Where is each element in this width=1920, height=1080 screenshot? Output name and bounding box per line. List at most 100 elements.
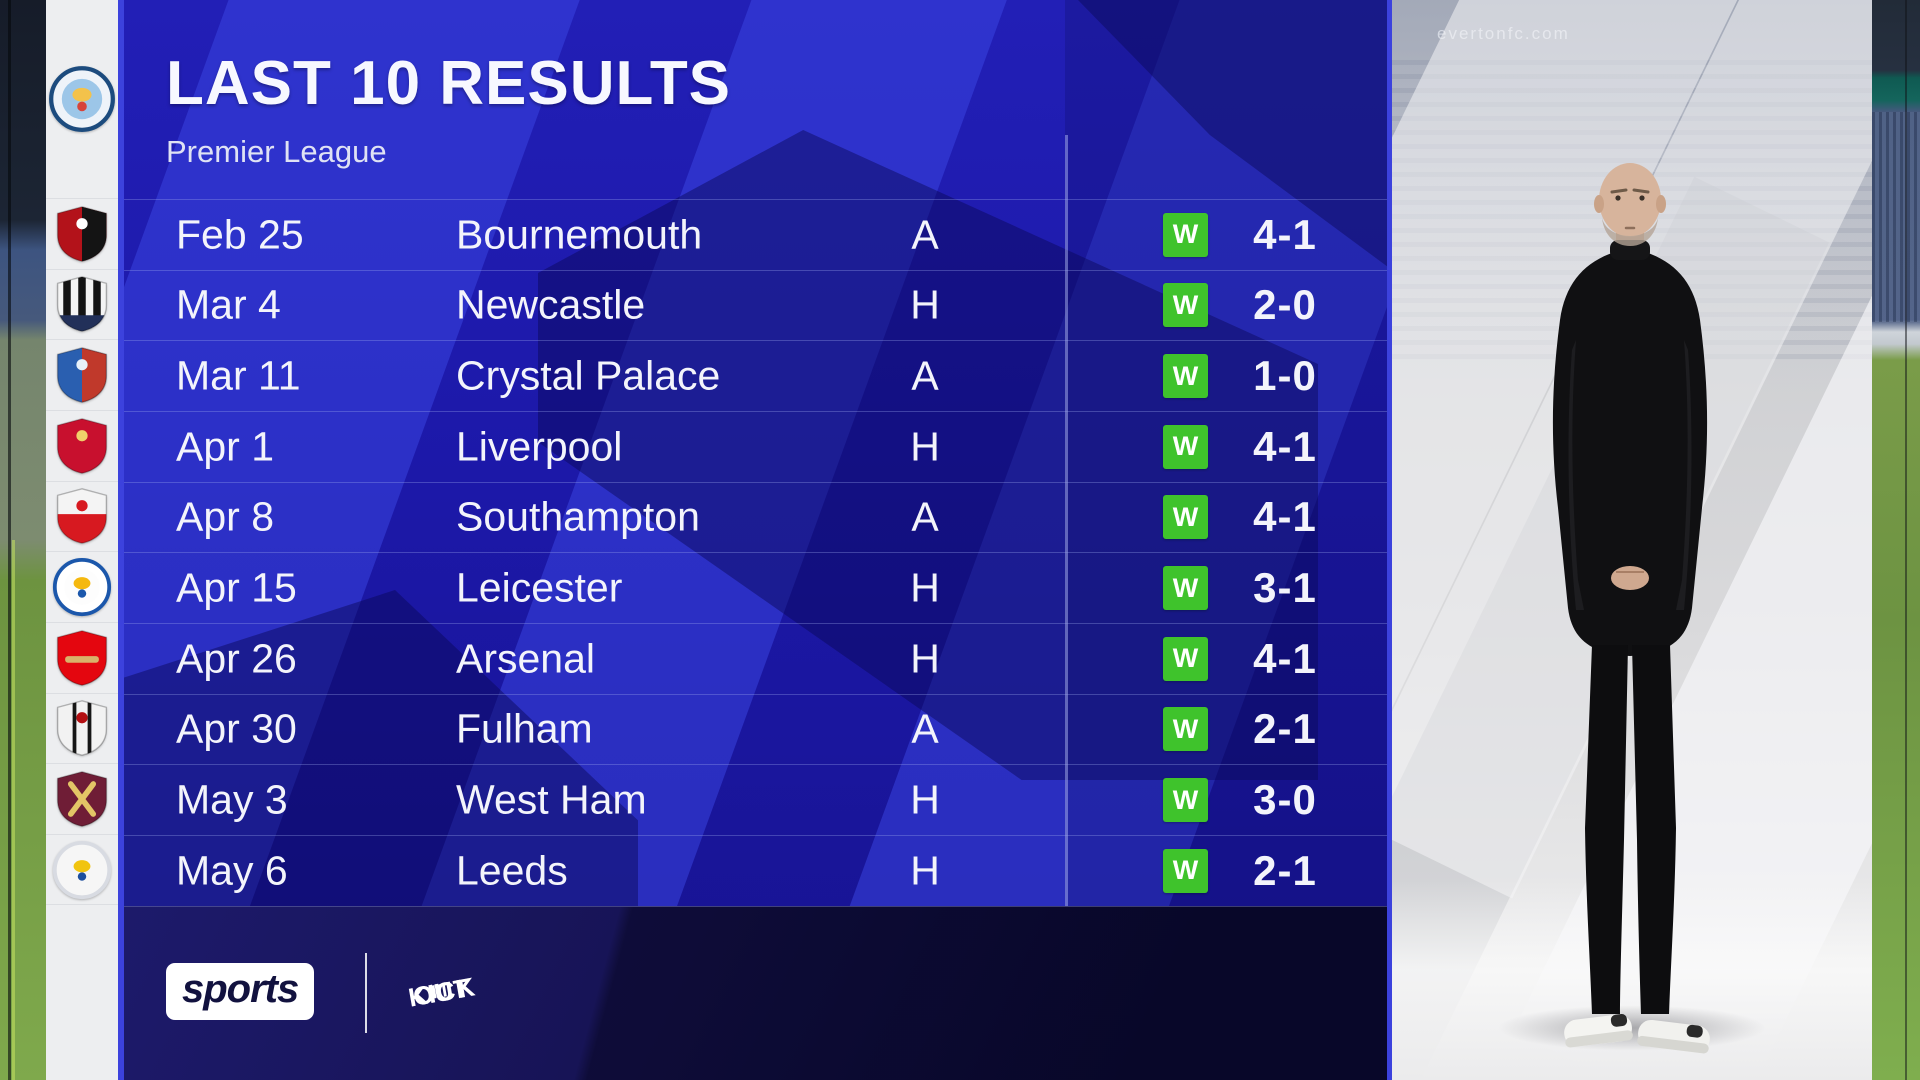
result-row: Apr 26 Arsenal H W 4-1 — [118, 622, 1392, 694]
result-row: Apr 1 Liverpool H W 4-1 — [118, 410, 1392, 482]
manager-photo — [1552, 163, 1710, 1054]
southampton-badge — [56, 488, 108, 545]
home-away-indicator: H — [910, 281, 940, 328]
photo-panel: evertonfc.com — [1392, 0, 1872, 1080]
fulham-badge — [56, 700, 108, 757]
panel-footer: sky sports KICK IT OUT — [118, 906, 1392, 1080]
newcastle-badge — [46, 270, 118, 341]
opponent-name: Newcastle — [456, 281, 646, 328]
score: 3-1 — [1253, 564, 1317, 612]
crowd-texture — [1872, 112, 1920, 322]
score: 4-1 — [1253, 422, 1317, 470]
panel-left-edge — [118, 0, 124, 1080]
match-date: Feb 25 — [176, 211, 304, 258]
leeds-badge — [52, 840, 112, 899]
arsenal-badge — [56, 629, 108, 686]
result-badge: W — [1163, 707, 1208, 752]
studio-floor — [1392, 880, 1872, 1080]
competition-label: Premier League — [166, 134, 387, 169]
home-away-indicator: H — [910, 423, 940, 470]
opponent-name: Fulham — [456, 705, 593, 752]
result-badge: W — [1163, 778, 1208, 822]
crystal-palace-badge — [56, 347, 108, 404]
result-badge: W — [1163, 848, 1208, 893]
score: 4-1 — [1253, 493, 1317, 541]
opponent-name: Liverpool — [456, 423, 623, 470]
liverpool-badge — [56, 417, 108, 474]
west-ham-badge — [46, 764, 118, 835]
home-away-indicator: A — [911, 211, 939, 258]
panel-right-edge — [1387, 0, 1392, 1080]
opponent-name: Crystal Palace — [456, 352, 721, 399]
score: 2-1 — [1253, 705, 1317, 753]
match-date: May 6 — [176, 847, 288, 894]
result-badge: W — [1163, 283, 1208, 328]
match-date: Mar 4 — [176, 281, 281, 328]
match-date: Apr 8 — [176, 493, 274, 540]
liverpool-badge — [46, 411, 118, 482]
match-date: Mar 11 — [176, 352, 301, 399]
result-row: Feb 25 Bournemouth A W 4-1 — [118, 199, 1392, 270]
result-badge: W — [1163, 212, 1208, 257]
leeds-badge — [46, 835, 118, 906]
leicester-badge — [46, 552, 118, 623]
opponent-name: Southampton — [456, 493, 700, 540]
opponent-name: Leeds — [456, 847, 568, 894]
figure-shadow — [1497, 1005, 1767, 1051]
score: 3-0 — [1253, 776, 1317, 823]
home-away-indicator: H — [910, 564, 940, 611]
score: 2-0 — [1253, 281, 1317, 329]
home-away-indicator: H — [910, 847, 940, 894]
result-badge: W — [1163, 566, 1208, 611]
match-date: Apr 30 — [176, 705, 297, 752]
kick-it-out-line: OUT — [410, 971, 474, 1012]
result-row: Apr 8 Southampton A W 4-1 — [118, 481, 1392, 553]
bournemouth-badge — [56, 205, 108, 262]
leicester-badge — [52, 558, 112, 617]
match-date: May 3 — [176, 776, 288, 823]
result-row: Apr 30 Fulham A W 2-1 — [118, 693, 1392, 765]
home-away-indicator: A — [911, 493, 939, 540]
manchester-city-badge — [49, 66, 115, 132]
result-badge: W — [1163, 354, 1208, 399]
opponent-name: West Ham — [456, 776, 647, 823]
match-date: Apr 1 — [176, 423, 274, 470]
page-title: LAST 10 RESULTS — [166, 49, 732, 118]
results-panel: LAST 10 RESULTS Premier League Feb 25 Bo… — [118, 0, 1392, 1080]
fulham-badge — [46, 694, 118, 765]
match-date: Apr 26 — [176, 635, 297, 682]
newcastle-badge — [56, 276, 108, 333]
result-row: May 6 Leeds H W 2-1 — [118, 834, 1392, 906]
score: 4-1 — [1253, 634, 1317, 682]
west-ham-badge — [56, 771, 108, 827]
home-away-indicator: H — [910, 776, 940, 823]
score: 2-1 — [1253, 846, 1317, 894]
bournemouth-badge — [46, 199, 118, 270]
results-table: Feb 25 Bournemouth A W 4-1 Mar 4 Newcast… — [118, 199, 1392, 906]
opponent-name: Bournemouth — [456, 211, 703, 258]
result-row: Apr 15 Leicester H W 3-1 — [118, 552, 1392, 623]
result-row: Mar 4 Newcastle H W 2-0 — [118, 269, 1392, 341]
team-badge-rail — [46, 0, 118, 1080]
pitch-line-highlight — [12, 540, 15, 1080]
footer-dark-diagonal — [118, 907, 1392, 1080]
match-date: Apr 15 — [176, 564, 297, 611]
home-away-indicator: H — [910, 635, 940, 682]
result-row: Mar 11 Crystal Palace A W 1-0 — [118, 340, 1392, 411]
result-badge: W — [1163, 424, 1208, 469]
opponent-name: Leicester — [456, 564, 623, 611]
home-away-indicator: A — [911, 705, 939, 752]
footer-divider — [365, 953, 367, 1033]
right-edge-line — [1905, 0, 1907, 1080]
score: 4-1 — [1253, 210, 1317, 258]
broadcast-video-left-edge — [0, 0, 46, 1080]
column-divider — [1065, 135, 1068, 906]
result-row: May 3 West Ham H W 3-0 — [118, 764, 1392, 835]
score: 1-0 — [1253, 352, 1317, 400]
southampton-badge — [46, 482, 118, 553]
result-badge: W — [1163, 636, 1208, 681]
broadcast-video-right-edge — [1872, 0, 1920, 1080]
result-badge: W — [1163, 495, 1208, 540]
score-column-shade — [1065, 0, 1392, 906]
